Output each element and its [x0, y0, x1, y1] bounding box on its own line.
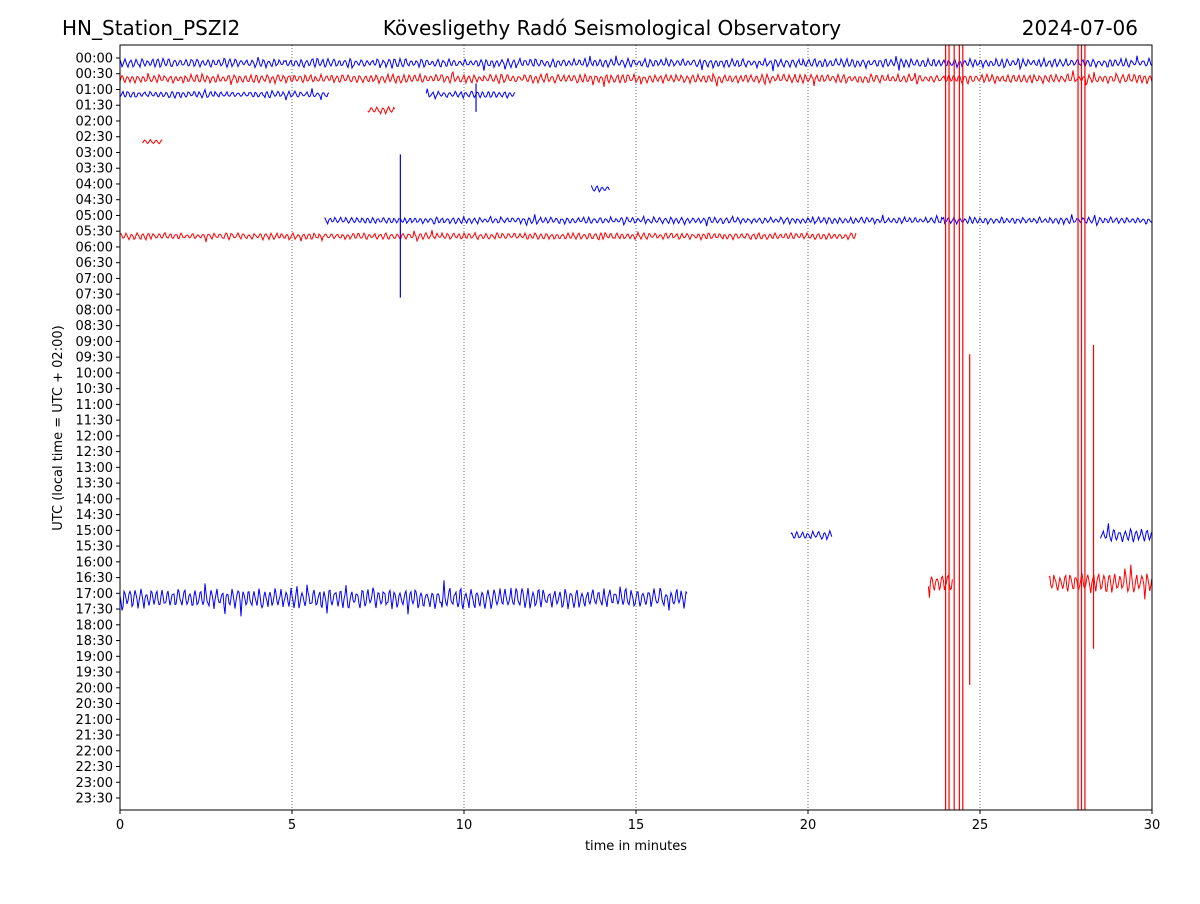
- trace-segment: [120, 229, 857, 243]
- trace-segment: [142, 138, 163, 145]
- y-tick-label: 18:30: [76, 634, 113, 649]
- y-tick-label: 23:00: [76, 776, 113, 791]
- y-tick-label: 22:00: [76, 744, 113, 759]
- trace-segment: [927, 573, 953, 598]
- grid-lines: [291, 45, 981, 810]
- trace-segment: [1048, 564, 1152, 600]
- y-tick-label: 22:30: [76, 760, 113, 775]
- y-tick-label: 17:00: [76, 587, 113, 602]
- chart-title: Kövesligethy Radó Seismological Observat…: [383, 16, 841, 40]
- x-axis: 0 5 10 15 20 25 30: [116, 810, 1160, 833]
- y-tick-label: 21:30: [76, 729, 113, 744]
- x-tick-label: 10: [456, 818, 473, 833]
- y-tick-label: 13:00: [76, 461, 113, 476]
- y-tick-label: 10:30: [76, 382, 113, 397]
- y-tick-label: 05:30: [76, 225, 113, 240]
- y-tick-label: 09:30: [76, 351, 113, 366]
- x-tick-label: 15: [628, 818, 645, 833]
- y-tick-label: 03:00: [76, 146, 113, 161]
- traces: [120, 45, 1152, 810]
- y-tick-label: 06:00: [76, 240, 113, 255]
- trace-segment: [324, 213, 1152, 227]
- y-tick-label: 15:00: [76, 524, 113, 539]
- y-tick-label: 07:00: [76, 272, 113, 287]
- y-tick-label: 00:30: [76, 67, 113, 82]
- y-tick-label: 11:30: [76, 414, 113, 429]
- chart-date: 2024-07-06: [1022, 16, 1138, 40]
- y-tick-label: 12:00: [76, 429, 113, 444]
- trace-segment: [120, 87, 330, 101]
- y-axis-label: UTC (local time = UTC + 02:00): [51, 325, 66, 530]
- y-tick-label: 02:30: [76, 130, 113, 145]
- y-tick-label: 23:30: [76, 792, 113, 807]
- trace-segment: [425, 88, 516, 101]
- trace-segment: [120, 55, 1152, 72]
- y-tick-label: 08:30: [76, 319, 113, 334]
- y-tick-label: 16:00: [76, 555, 113, 570]
- y-tick-label: 17:30: [76, 603, 113, 618]
- station-name: HN_Station_PSZI2: [62, 16, 240, 40]
- y-tick-label: 14:30: [76, 508, 113, 523]
- y-tick-label: 00:00: [76, 52, 113, 67]
- trace-segment: [120, 70, 1152, 87]
- y-tick-label: 04:00: [76, 177, 113, 192]
- y-tick-label: 11:00: [76, 398, 113, 413]
- x-tick-label: 5: [288, 818, 296, 833]
- y-tick-label: 02:00: [76, 114, 113, 129]
- y-tick-label: 20:30: [76, 697, 113, 712]
- y-tick-label: 20:00: [76, 681, 113, 696]
- x-tick-label: 25: [972, 818, 989, 833]
- y-tick-label: 15:30: [76, 540, 113, 555]
- y-axis: 00:0000:3001:0001:3002:0002:3003:0003:30…: [76, 52, 120, 807]
- y-tick-label: 21:00: [76, 713, 113, 728]
- y-tick-label: 14:00: [76, 492, 113, 507]
- trace-segment: [790, 529, 833, 542]
- x-tick-label: 30: [1144, 818, 1161, 833]
- trace-segment: [120, 580, 688, 617]
- y-tick-label: 18:00: [76, 618, 113, 633]
- y-tick-label: 05:00: [76, 209, 113, 224]
- y-tick-label: 03:30: [76, 162, 113, 177]
- x-axis-label: time in minutes: [585, 839, 687, 854]
- y-tick-label: 01:30: [76, 99, 113, 114]
- y-tick-label: 08:00: [76, 303, 113, 318]
- y-tick-label: 10:00: [76, 366, 113, 381]
- y-tick-label: 04:30: [76, 193, 113, 208]
- y-tick-label: 19:30: [76, 666, 113, 681]
- trace-segment: [367, 105, 396, 116]
- x-tick-label: 0: [116, 818, 124, 833]
- y-tick-label: 01:00: [76, 83, 113, 98]
- trace-segment: [590, 185, 610, 193]
- trace-segment: [1099, 523, 1152, 543]
- y-tick-label: 19:00: [76, 650, 113, 665]
- y-tick-label: 12:30: [76, 445, 113, 460]
- y-tick-label: 16:30: [76, 571, 113, 586]
- y-tick-label: 09:00: [76, 335, 113, 350]
- y-tick-label: 13:30: [76, 477, 113, 492]
- x-tick-label: 20: [800, 818, 817, 833]
- y-tick-label: 07:30: [76, 288, 113, 303]
- y-tick-label: 06:30: [76, 256, 113, 271]
